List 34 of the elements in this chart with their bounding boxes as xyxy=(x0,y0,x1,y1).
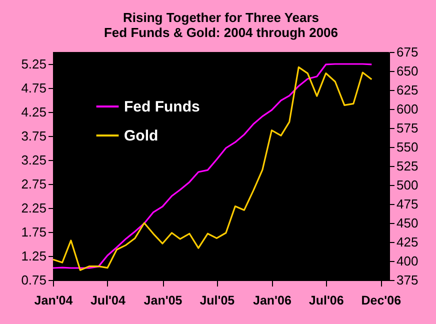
x-tick-label: Jul'05 xyxy=(200,294,235,308)
y-tick-label: 0.75 xyxy=(21,272,46,288)
y2-tick-label: 525 xyxy=(396,158,418,174)
x-tick-label: Jul'04 xyxy=(90,294,126,308)
y2-tick-label: 550 xyxy=(396,140,418,154)
x-tick-label: Dec'06 xyxy=(361,294,402,308)
x-tick-label: Jan'04 xyxy=(34,294,73,308)
y-tick-label: 2.75 xyxy=(21,176,46,192)
y2-tick-label: 375 xyxy=(396,272,418,288)
x-tick-label: Jan'06 xyxy=(253,294,292,308)
y-tick-label: 3.75 xyxy=(21,128,46,144)
legend-label: Fed Funds xyxy=(124,98,200,116)
x-tick-label: Jul'06 xyxy=(308,294,344,308)
y2-tick-label: 425 xyxy=(396,234,418,250)
y-tick-label: 1.25 xyxy=(21,248,46,264)
y2-tick-label: 675 xyxy=(396,44,418,60)
chart-title: Rising Together for Three Years xyxy=(122,10,320,25)
y-tick-label: 1.75 xyxy=(21,224,46,240)
y2-tick-label: 475 xyxy=(396,196,418,212)
y-tick-label: 4.25 xyxy=(21,104,46,120)
y-tick-label: 4.75 xyxy=(21,80,46,96)
y-tick-label: 5.25 xyxy=(21,56,46,72)
y2-tick-label: 400 xyxy=(396,254,418,268)
y2-tick-label: 500 xyxy=(396,178,418,192)
y2-tick-label: 625 xyxy=(396,82,418,98)
y-tick-label: 2.25 xyxy=(21,200,46,216)
x-tick-label: Jan'05 xyxy=(144,294,182,308)
chart-subtitle: Fed Funds & Gold: 2004 through 2006 xyxy=(104,25,338,40)
y2-tick-label: 650 xyxy=(396,64,418,78)
y2-tick-label: 600 xyxy=(396,102,418,116)
y-tick-label: 3.25 xyxy=(21,152,46,168)
legend-label: Gold xyxy=(124,128,158,144)
y2-tick-label: 575 xyxy=(396,120,418,136)
y2-tick-label: 450 xyxy=(396,216,418,230)
